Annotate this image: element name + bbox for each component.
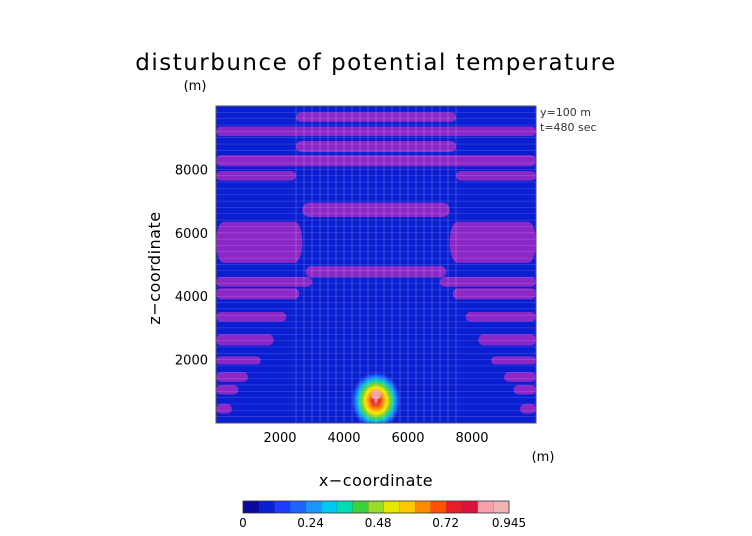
field-band <box>504 372 536 382</box>
chart-title: disturbunce of potential temperature <box>135 50 617 76</box>
colorbar-tick-label: 0.945 <box>492 516 526 530</box>
colorbar-swatch <box>493 501 509 513</box>
field-band <box>520 404 536 414</box>
colorbar-swatch <box>274 501 290 513</box>
colorbar-tick-label: 0.24 <box>297 516 324 530</box>
field-band <box>216 385 238 395</box>
x-axis-unit: (m) <box>532 450 555 465</box>
colorbar-swatch <box>431 501 447 513</box>
field-band <box>216 334 274 345</box>
field-band <box>216 356 261 364</box>
x-axis-ticks: 2000 4000 6000 8000 <box>263 431 488 446</box>
colorbar-swatch <box>337 501 353 513</box>
field-band <box>216 277 312 287</box>
y-tick-label: 6000 <box>175 227 208 242</box>
field-band <box>491 356 536 364</box>
colorbar-tick-label: 0.72 <box>432 516 459 530</box>
x-tick-label: 4000 <box>327 431 360 446</box>
colorbar-swatch <box>321 501 337 513</box>
colorbar-swatch <box>306 501 322 513</box>
colorbar-swatch <box>415 501 431 513</box>
colorbar-ticks: 0 0.24 0.48 0.72 0.945 <box>239 516 526 530</box>
field-band <box>478 334 536 345</box>
colorbar-swatch <box>446 501 462 513</box>
field-band <box>450 222 536 263</box>
field-band <box>216 372 248 382</box>
x-tick-label: 6000 <box>391 431 424 446</box>
colorbar-tick-label: 0 <box>239 516 247 530</box>
colorbar-swatch <box>353 501 369 513</box>
x-tick-label: 8000 <box>455 431 488 446</box>
colorbar-swatch <box>259 501 275 513</box>
annotation-y: y=100 m <box>540 106 591 119</box>
field-band <box>466 312 536 322</box>
colorbar-swatch <box>290 501 306 513</box>
field-band <box>514 385 536 395</box>
colorbar-swatch <box>384 501 400 513</box>
x-tick-label: 2000 <box>263 431 296 446</box>
colorbar-tick-label: 0.48 <box>365 516 392 530</box>
y-axis-ticks: 2000 4000 6000 8000 <box>175 163 208 368</box>
title-unit-label: (m) <box>184 79 207 94</box>
colorbar-swatch <box>368 501 384 513</box>
field-band <box>216 222 302 263</box>
x-axis-label: x−coordinate <box>319 471 433 490</box>
y-axis-label: z−coordinate <box>145 211 164 324</box>
field-band <box>216 312 286 322</box>
y-tick-label: 8000 <box>175 163 208 178</box>
field-band <box>440 277 536 287</box>
colorbar <box>243 501 510 513</box>
y-tick-label: 2000 <box>175 354 208 369</box>
annotation-t: t=480 sec <box>540 121 597 134</box>
plot-area <box>216 106 536 431</box>
colorbar-swatch <box>478 501 494 513</box>
colorbar-swatch <box>243 501 259 513</box>
field-band <box>216 404 232 414</box>
y-tick-label: 4000 <box>175 290 208 305</box>
colorbar-swatch <box>399 501 415 513</box>
colorbar-swatch <box>462 501 478 513</box>
